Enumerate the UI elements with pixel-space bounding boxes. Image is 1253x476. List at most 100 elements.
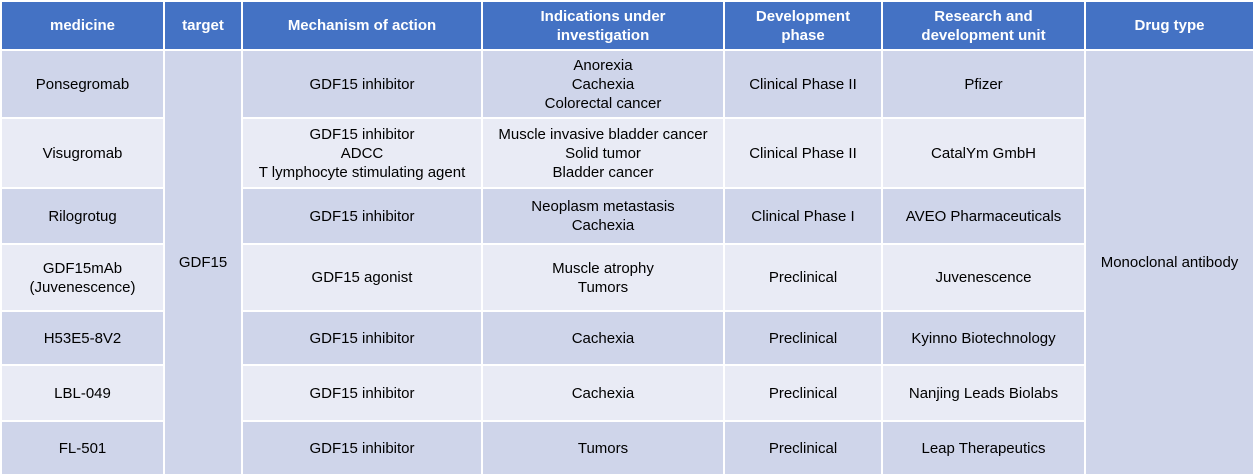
unit-cell: AVEO Pharmaceuticals (881, 187, 1086, 245)
medicine-cell: GDF15mAb (Juvenescence) (0, 243, 165, 312)
cell-line: GDF15 inhibitor (309, 125, 415, 143)
mechanism-cell: GDF15 inhibitor ADCC T lymphocyte stimul… (241, 117, 483, 189)
cell-line: Cachexia (571, 217, 635, 234)
cell-line: Rilogrotug (48, 207, 117, 225)
drug-type-cell: Monoclonal antibody (1084, 49, 1253, 476)
header-line: medicine (49, 17, 116, 34)
drug-type-value: Monoclonal antibody (1100, 254, 1239, 271)
target-value: GDF15 (178, 254, 228, 271)
phase-cell: Preclinical (723, 364, 883, 422)
cell-line: ADCC (340, 144, 384, 162)
cell-line: Preclinical (768, 269, 838, 286)
phase-cell: Clinical Phase II (723, 49, 883, 119)
cell-line: Muscle atrophy (552, 259, 654, 277)
mechanism-cell: GDF15 inhibitor (241, 364, 483, 422)
header-indications: Indications under investigation (481, 0, 725, 51)
table-row: H53E5-8V2 GDF15 inhibitor Cachexia Precl… (0, 310, 1253, 366)
table-row: LBL-049 GDF15 inhibitor Cachexia Preclin… (0, 364, 1253, 422)
phase-cell: Clinical Phase I (723, 187, 883, 245)
unit-cell: Nanjing Leads Biolabs (881, 364, 1086, 422)
cell-line: Solid tumor (565, 144, 641, 162)
cell-line: Leap Therapeutics (921, 439, 1046, 457)
medicine-cell: Visugromab (0, 117, 165, 189)
indications-cell: Cachexia (481, 310, 725, 366)
medicine-cell: Rilogrotug (0, 187, 165, 245)
header-line: Indications under (540, 7, 666, 25)
cell-line: Bladder cancer (552, 163, 654, 181)
table-row: Visugromab GDF15 inhibitor ADCC T lympho… (0, 117, 1253, 189)
table-row: FL-501 GDF15 inhibitor Tumors Preclinica… (0, 420, 1253, 476)
header-line: Development (755, 7, 851, 25)
cell-line: H53E5-8V2 (43, 329, 122, 347)
phase-cell: Preclinical (723, 243, 883, 312)
phase-cell: Preclinical (723, 310, 883, 366)
table-body: Ponsegromab GDF15 GDF15 inhibitor Anorex… (0, 49, 1253, 476)
header-medicine: medicine (0, 0, 165, 51)
cell-line: CatalYm GmbH (930, 144, 1037, 162)
indications-cell: Neoplasm metastasis Cachexia (481, 187, 725, 245)
indications-cell: Anorexia Cachexia Colorectal cancer (481, 49, 725, 119)
cell-line: Kyinno Biotechnology (911, 329, 1056, 347)
cell-line: Preclinical (768, 329, 838, 347)
header-line: Research and (934, 7, 1033, 25)
header-mechanism: Mechanism of action (241, 0, 483, 51)
cell-line: Preclinical (768, 439, 838, 457)
cell-line: Visugromab (42, 144, 123, 162)
cell-line: Clinical Phase II (749, 144, 857, 162)
unit-cell: CatalYm GmbH (881, 117, 1086, 189)
unit-cell: Juvenescence (881, 243, 1086, 312)
header-row: medicine target Mechanism of action Indi… (0, 0, 1253, 51)
cell-line: Tumors (577, 439, 629, 457)
header-line: Mechanism of action (287, 17, 437, 34)
phase-cell: Preclinical (723, 420, 883, 476)
medicine-cell: Ponsegromab (0, 49, 165, 119)
cell-line: Cachexia (571, 384, 635, 402)
mechanism-cell: GDF15 agonist (241, 243, 483, 312)
unit-cell: Kyinno Biotechnology (881, 310, 1086, 366)
medicine-cell: FL-501 (0, 420, 165, 476)
mechanism-cell: GDF15 inhibitor (241, 187, 483, 245)
unit-cell: Pfizer (881, 49, 1086, 119)
table-row: Ponsegromab GDF15 GDF15 inhibitor Anorex… (0, 49, 1253, 476)
table-row: Rilogrotug GDF15 inhibitor Neoplasm meta… (0, 187, 1253, 245)
cell-line: Colorectal cancer (544, 94, 662, 112)
unit-cell: Leap Therapeutics (881, 420, 1086, 476)
indications-cell: Muscle atrophy Tumors (481, 243, 725, 312)
table-row: GDF15mAb (Juvenescence) GDF15 agonist Mu… (0, 243, 1253, 312)
cell-line: GDF15 inhibitor (309, 329, 415, 347)
cell-line: Clinical Phase II (749, 75, 857, 93)
cell-line: GDF15 inhibitor (309, 439, 415, 457)
cell-line: GDF15 agonist (311, 269, 413, 286)
mechanism-cell: GDF15 inhibitor (241, 420, 483, 476)
indications-cell: Tumors (481, 420, 725, 476)
cell-line: Tumors (577, 278, 629, 296)
header-target: target (163, 0, 243, 51)
cell-line: T lymphocyte stimulating agent (258, 163, 466, 181)
header-unit: Research and development unit (881, 0, 1086, 51)
indications-cell: Cachexia (481, 364, 725, 422)
cell-line: Cachexia (571, 329, 635, 347)
cell-line: FL-501 (58, 439, 107, 457)
mechanism-cell: GDF15 inhibitor (241, 310, 483, 366)
cell-line: GDF15 inhibitor (309, 75, 415, 93)
cell-line: Juvenescence (935, 269, 1032, 286)
cell-line: (Juvenescence) (29, 278, 136, 296)
header-drug-type: Drug type (1084, 0, 1253, 51)
table-header: medicine target Mechanism of action Indi… (0, 0, 1253, 51)
cell-line: GDF15 inhibitor (309, 384, 415, 402)
header-line: phase (781, 26, 825, 44)
cell-line: Cachexia (571, 75, 635, 93)
header-line: investigation (556, 26, 650, 44)
target-cell: GDF15 (163, 49, 243, 476)
cell-line: Muscle invasive bladder cancer (498, 125, 708, 143)
cell-line: Clinical Phase I (751, 207, 855, 225)
cell-line: Ponsegromab (35, 75, 130, 93)
cell-line: Preclinical (768, 384, 838, 402)
cell-line: Nanjing Leads Biolabs (908, 384, 1059, 402)
cell-line: Neoplasm metastasis (531, 198, 675, 215)
mechanism-cell: GDF15 inhibitor (241, 49, 483, 119)
cell-line: LBL-049 (54, 384, 111, 402)
medicine-cell: LBL-049 (0, 364, 165, 422)
header-line: development unit (921, 26, 1046, 44)
